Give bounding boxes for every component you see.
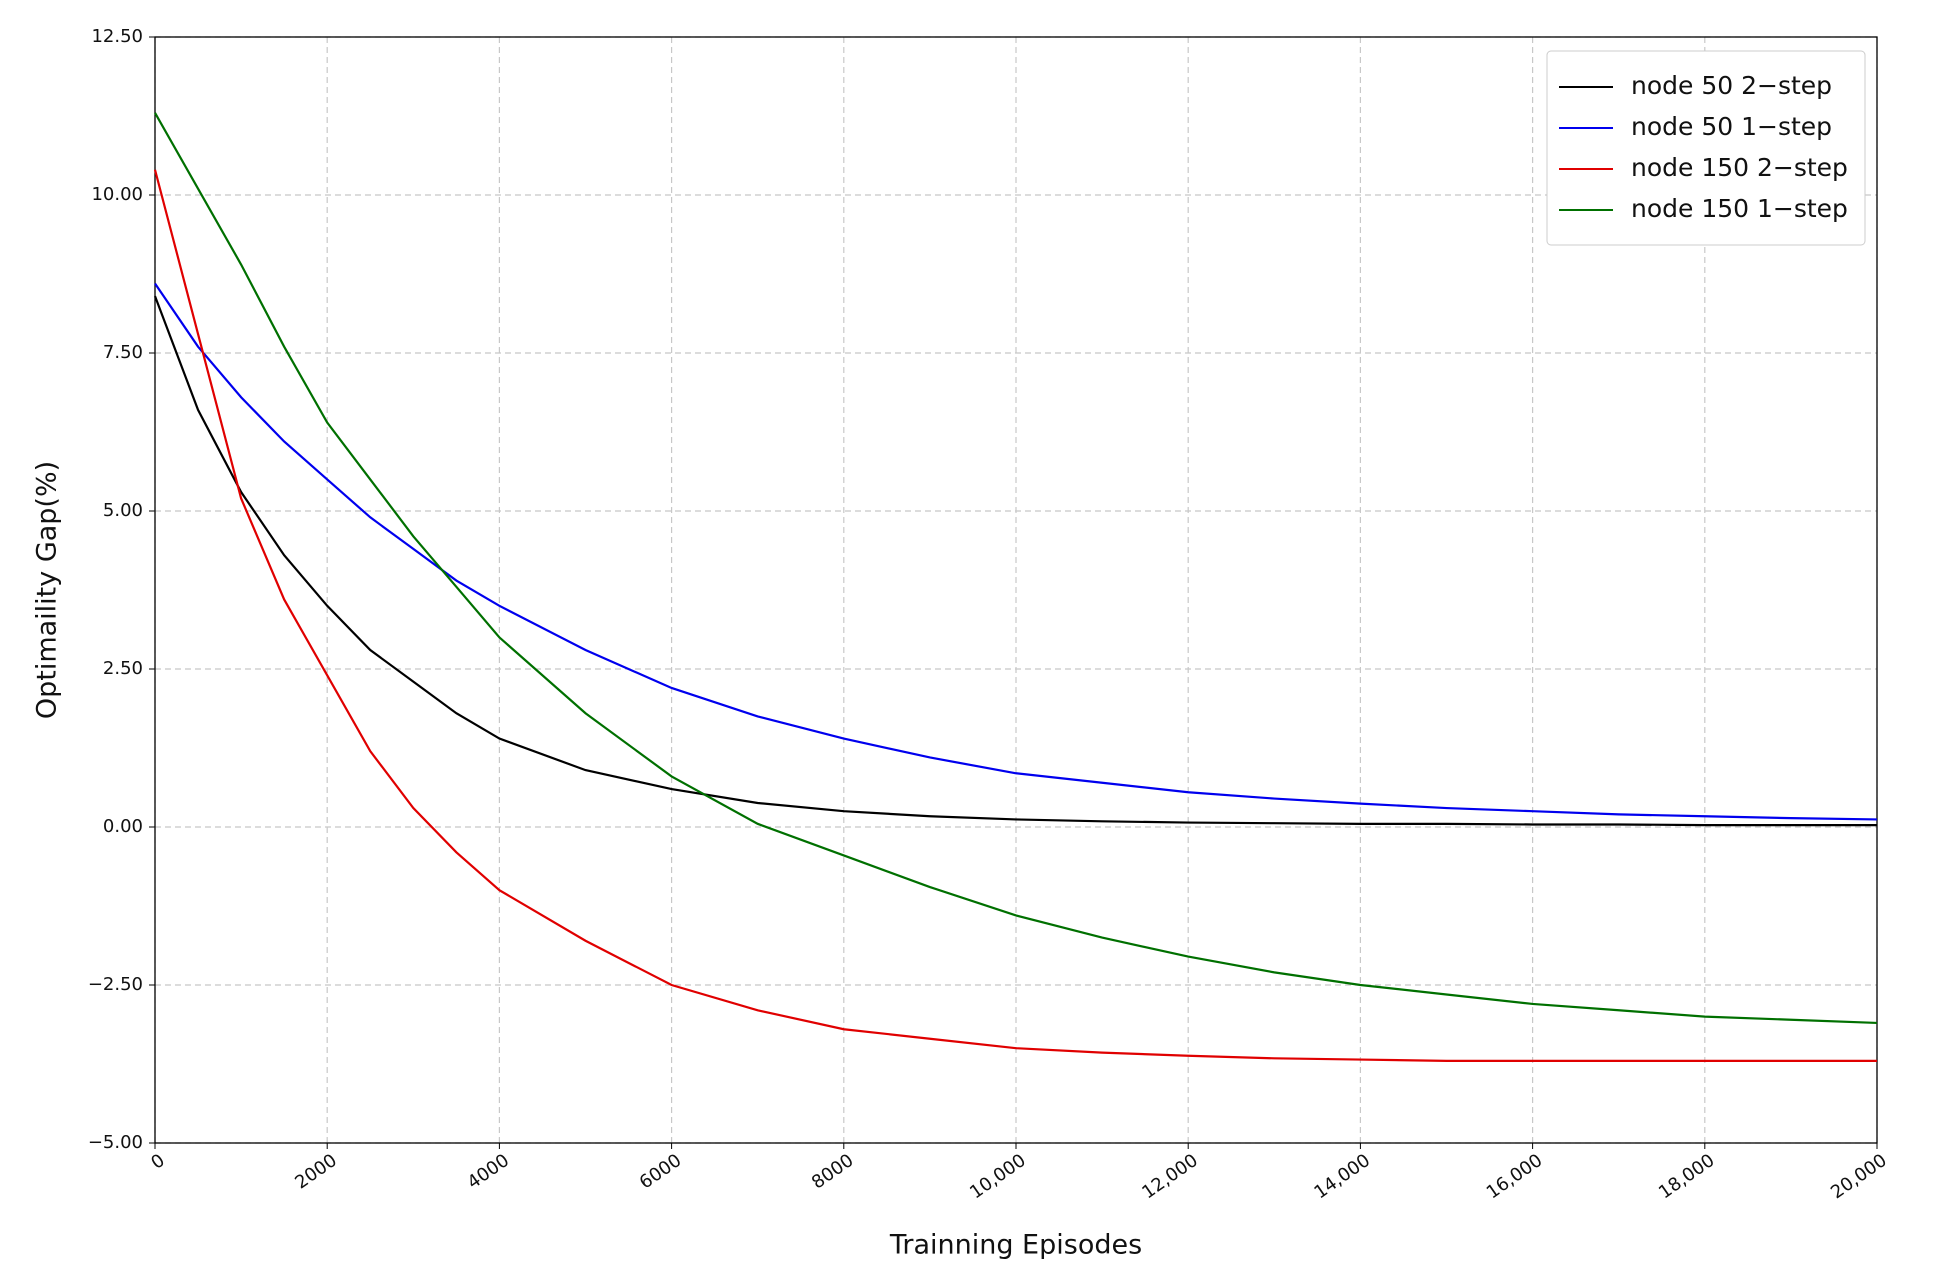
y-tick-label: −2.50 xyxy=(88,974,143,995)
y-tick-label: 5.00 xyxy=(103,500,143,521)
legend-label: node 50 2−step xyxy=(1631,71,1832,100)
x-tick-label: 12,000 xyxy=(1138,1150,1202,1203)
y-tick-label: 0.00 xyxy=(103,816,143,837)
y-tick-label: 12.50 xyxy=(91,26,143,47)
x-tick-label: 8000 xyxy=(808,1150,858,1193)
legend-box xyxy=(1546,50,1866,246)
y-tick-label: 2.50 xyxy=(103,658,143,679)
series-line xyxy=(153,169,1877,1062)
series-line xyxy=(153,295,1877,827)
series-line xyxy=(154,282,1878,821)
legend-label: node 150 2−step xyxy=(1631,153,1848,182)
x-tick-label: 4000 xyxy=(464,1150,514,1193)
y-axis-label: Optimaility Gap(%) xyxy=(32,461,63,719)
x-tick-label: 10,000 xyxy=(966,1150,1030,1203)
x-tick-label: 16,000 xyxy=(1483,1150,1547,1203)
legend-label: node 150 1−step xyxy=(1631,194,1848,223)
series-line xyxy=(154,112,1878,1025)
y-tick-label: −5.00 xyxy=(88,1132,143,1153)
x-tick-label: 0 xyxy=(147,1150,168,1174)
plot-frame xyxy=(154,36,1878,1144)
x-tick-label: 14,000 xyxy=(1310,1150,1374,1203)
x-tick-label: 6000 xyxy=(636,1150,686,1193)
x-tick-label: 18,000 xyxy=(1655,1150,1719,1203)
x-tick-label: 20,000 xyxy=(1827,1150,1891,1203)
y-tick-label: 7.50 xyxy=(103,342,143,363)
y-tick-label: 10.00 xyxy=(91,184,143,205)
x-tick-label: 2000 xyxy=(291,1150,341,1193)
legend-label: node 50 1−step xyxy=(1631,112,1832,141)
x-axis-label: Trainning Episodes xyxy=(889,1230,1142,1261)
